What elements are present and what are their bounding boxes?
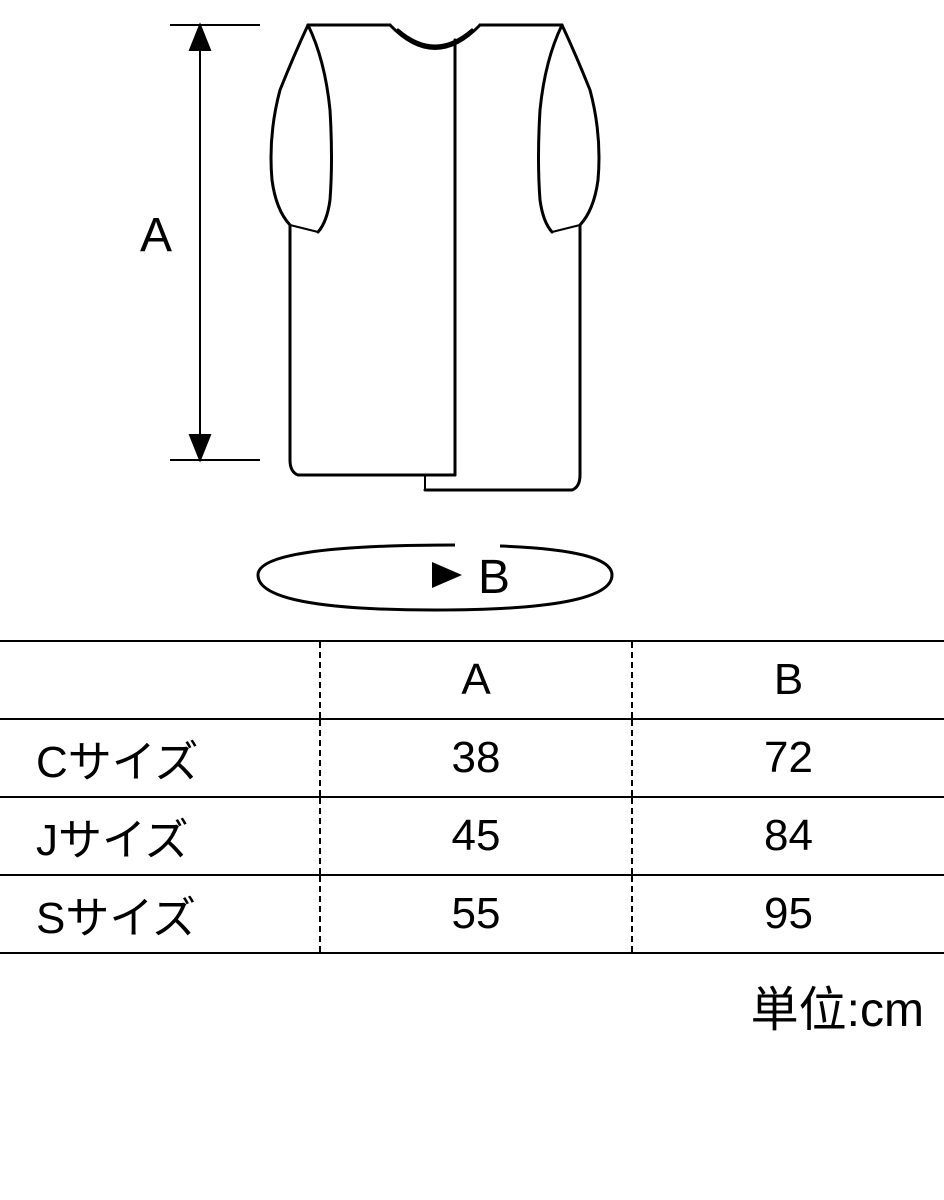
dimension-label-b: B <box>478 550 510 605</box>
cell-b: 95 <box>632 875 944 953</box>
row-label: Cサイズ <box>0 719 320 797</box>
vest-svg <box>0 0 944 640</box>
cell-a: 38 <box>320 719 632 797</box>
header-b: B <box>632 641 944 719</box>
cell-a: 55 <box>320 875 632 953</box>
table-row: Sサイズ 55 95 <box>0 875 944 953</box>
dimension-label-a: A <box>140 208 172 263</box>
cell-a: 45 <box>320 797 632 875</box>
cell-b: 72 <box>632 719 944 797</box>
unit-label: 単位:cm <box>0 954 944 1040</box>
table-row: Jサイズ 45 84 <box>0 797 944 875</box>
row-label: Sサイズ <box>0 875 320 953</box>
vest-diagram: A B <box>0 0 944 640</box>
table-header-row: A B <box>0 641 944 719</box>
size-table: A B Cサイズ 38 72 Jサイズ 45 84 Sサイズ 55 95 <box>0 640 944 954</box>
table-row: Cサイズ 38 72 <box>0 719 944 797</box>
header-a: A <box>320 641 632 719</box>
cell-b: 84 <box>632 797 944 875</box>
row-label: Jサイズ <box>0 797 320 875</box>
header-blank <box>0 641 320 719</box>
